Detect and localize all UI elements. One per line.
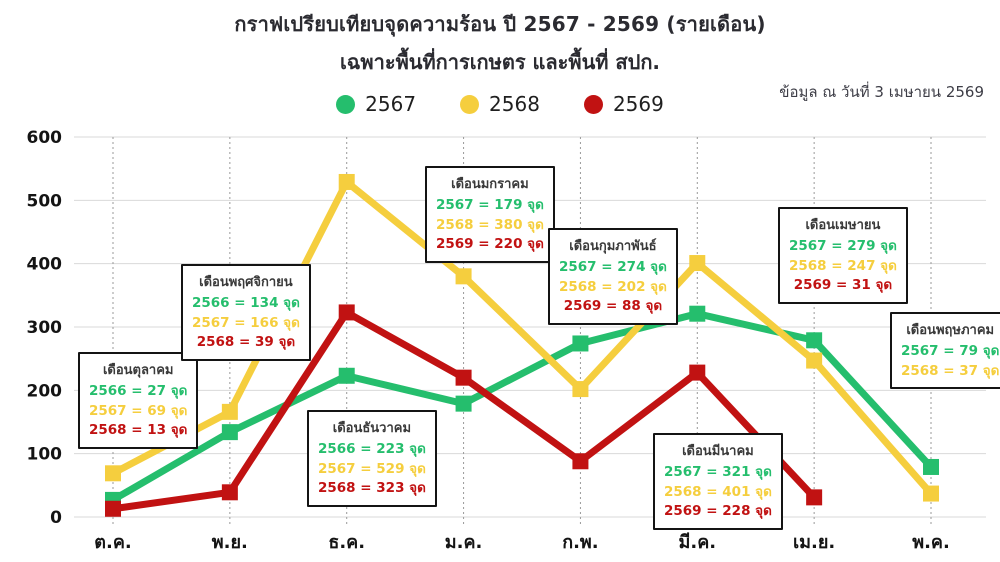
- annotation-month-label: เดือนเมษายน: [805, 218, 881, 233]
- annotation-value-line: 2568 = 323 จุด: [318, 480, 426, 497]
- series-line-2568: [111, 178, 934, 496]
- annotation-box-4: เดือนมกราคม 2567 = 179 จุด 2568 = 380 จุด 2…: [425, 166, 555, 263]
- annotation-value-line: 2567 = 529 จุด: [318, 460, 426, 477]
- x-tick-label: พ.ค.: [912, 532, 950, 553]
- y-tick-label: 500: [27, 191, 63, 211]
- annotation-value-line: 2568 = 401 จุด: [664, 483, 772, 500]
- annotation-month-label: เดือนพฤษภาคม: [906, 323, 995, 338]
- annotation-month-label: เดือนกุมภาพันธ์: [569, 239, 657, 254]
- annotation-value-line: 2567 = 69 จุด: [89, 402, 188, 419]
- annotation-value-line: 2567 = 274 จุด: [559, 259, 667, 275]
- data-point-marker: [923, 485, 939, 502]
- annotation-value-line: 2566 = 223 จุด: [318, 441, 426, 457]
- data-point-marker: [105, 500, 121, 517]
- chart-legend: 2567 2568 2569: [0, 92, 1000, 116]
- data-point-marker: [221, 424, 238, 441]
- annotation-value-line: 2568 = 202 จุด: [559, 278, 667, 295]
- annotation-value-line: 2569 = 88 จุด: [563, 298, 663, 315]
- y-tick-label: 600: [27, 128, 63, 148]
- annotation-box-7: เดือนเมษายน 2567 = 279 จุด 2568 = 247 จุด 2…: [778, 207, 908, 304]
- annotation-value-line: 2569 = 228 จุด: [664, 503, 772, 520]
- y-axis-tick-labels: 0 100 200 300 400 500 600: [27, 128, 63, 528]
- annotation-box-5: เดือนกุมภาพันธ์ 2567 = 274 จุด 2568 = 202 …: [548, 228, 678, 325]
- legend-label-2567: 2567: [365, 92, 417, 116]
- annotation-box-2: เดือนพฤศจิกายน 2566 = 134 จุด 2567 = 166 จ…: [181, 264, 311, 361]
- legend-item-2568: 2568: [460, 92, 540, 116]
- annotation-box-6: เดือนมีนาคม 2567 = 321 จุด 2568 = 401 จุด 2…: [653, 433, 783, 530]
- x-tick-label: มี.ค.: [678, 532, 716, 553]
- data-point-marker: [572, 453, 589, 470]
- annotation-value-line: 2568 = 380 จุด: [436, 216, 544, 233]
- data-point-marker: [923, 458, 939, 475]
- data-point-marker: [338, 304, 355, 321]
- data-point-marker: [806, 489, 823, 506]
- annotation-value-line: 2568 = 247 จุด: [789, 257, 897, 274]
- x-tick-label: พ.ย.: [212, 532, 248, 553]
- annotation-value-line: 2567 = 166 จุด: [192, 314, 300, 331]
- data-point-marker: [806, 332, 823, 349]
- chart-subtitle: เฉพาะพื้นที่การเกษตร และพื้นที่ สปก.: [339, 50, 661, 74]
- annotation-value-line: 2569 = 220 จุด: [436, 236, 544, 253]
- x-axis-tick-labels: ต.ค. พ.ย. ธ.ค. ม.ค. ก.พ. มี.ค. เม.ย. พ.ค.: [94, 532, 950, 553]
- data-point-marker: [689, 255, 706, 272]
- annotation-month-label: เดือนธันวาคม: [332, 421, 412, 436]
- x-tick-label: ก.พ.: [562, 532, 598, 553]
- x-tick-label: ม.ค.: [445, 532, 483, 553]
- annotation-value-line: 2568 = 37 จุด: [901, 362, 1000, 379]
- series-2569: [105, 304, 823, 517]
- annotation-value-line: 2567 = 79 จุด: [901, 343, 1000, 359]
- annotation-value-line: 2566 = 27 จุด: [89, 383, 188, 399]
- legend-item-2569: 2569: [583, 92, 664, 116]
- annotation-month-label: เดือนตุลาคม: [102, 363, 174, 378]
- y-tick-label: 300: [27, 318, 63, 338]
- y-tick-label: 200: [27, 381, 63, 401]
- annotation-value-line: 2567 = 179 จุด: [436, 197, 544, 213]
- legend-label-2568: 2568: [489, 92, 540, 116]
- y-tick-label: 400: [27, 255, 63, 275]
- legend-dot-2569-icon: [583, 94, 603, 114]
- data-point-marker: [689, 364, 706, 381]
- annotation-value-line: 2567 = 321 จุด: [664, 464, 772, 480]
- chart-title: กราฟเปรียบเทียบจุดความร้อน ปี 2567 - 256…: [234, 12, 766, 36]
- x-tick-label: ต.ค.: [94, 532, 131, 553]
- annotation-month-label: เดือนพฤศจิกายน: [199, 275, 293, 290]
- series-line-2567: [111, 310, 934, 503]
- series-2568: [105, 173, 939, 502]
- annotation-month-label: เดือนมกราคม: [451, 177, 529, 192]
- annotation-box-3: เดือนธันวาคม 2566 = 223 จุด 2567 = 529 จุด…: [307, 410, 437, 507]
- data-point-marker: [689, 305, 706, 322]
- data-point-marker: [105, 465, 121, 482]
- x-tick-label: ธ.ค.: [328, 532, 365, 553]
- y-tick-label: 0: [50, 508, 62, 528]
- annotation-box-1: เดือนตุลาคม 2566 = 27 จุด 2567 = 69 จุด 256…: [78, 352, 199, 449]
- x-tick-label: เม.ย.: [793, 532, 835, 553]
- data-point-marker: [338, 367, 355, 384]
- data-point-marker: [338, 173, 355, 190]
- data-point-marker: [221, 403, 238, 420]
- legend-item-2567: 2567: [336, 92, 416, 116]
- data-point-marker: [455, 395, 472, 412]
- data-as-of-label: ข้อมูล ณ วันที่ 3 เมษายน 2569: [779, 83, 984, 101]
- annotation-box-8: เดือนพฤษภาคม 2567 = 79 จุด 2568 = 37 จุด: [890, 312, 1000, 390]
- data-point-marker: [572, 381, 589, 398]
- annotation-value-line: 2569 = 31 จุด: [793, 277, 893, 294]
- data-point-marker: [221, 484, 238, 501]
- annotation-value-line: 2568 = 39 จุด: [196, 334, 296, 351]
- y-tick-label: 100: [27, 445, 63, 465]
- legend-dot-2568-icon: [460, 94, 480, 114]
- legend-dot-2567-icon: [336, 94, 356, 114]
- data-point-marker: [572, 335, 589, 352]
- data-point-marker: [455, 369, 472, 386]
- data-point-marker: [806, 352, 823, 369]
- data-point-marker: [455, 268, 472, 285]
- annotation-month-label: เดือนมีนาคม: [682, 444, 754, 459]
- legend-label-2569: 2569: [612, 92, 664, 116]
- annotation-value-line: 2566 = 134 จุด: [192, 295, 300, 311]
- annotation-value-line: 2567 = 279 จุด: [789, 238, 897, 254]
- annotation-value-line: 2568 = 13 จุด: [89, 422, 188, 439]
